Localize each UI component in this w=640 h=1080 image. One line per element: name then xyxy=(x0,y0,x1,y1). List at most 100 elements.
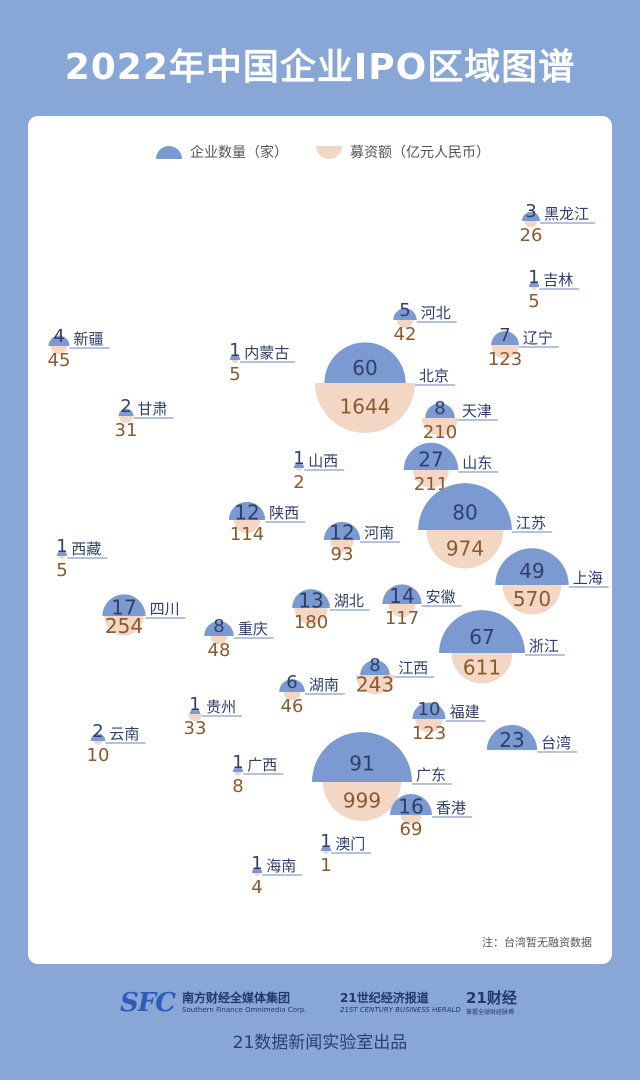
count-label: 2 xyxy=(120,396,131,417)
legend-count: 企业数量（家） xyxy=(156,142,288,162)
count-bubble xyxy=(48,335,70,346)
count-label: 12 xyxy=(329,521,354,545)
amount-bubble xyxy=(210,636,228,645)
region-name: 江苏 xyxy=(516,514,546,532)
amount-label: 570 xyxy=(513,587,551,611)
region-name: 澳门 xyxy=(335,835,365,853)
count-label: 8 xyxy=(369,655,380,676)
region-name: 辽宁 xyxy=(523,329,553,347)
amount-bubble xyxy=(294,608,328,625)
amount-bubble xyxy=(330,540,354,552)
amount-label: 5 xyxy=(56,560,67,581)
count-label: 5 xyxy=(399,300,410,321)
region-name: 新疆 xyxy=(73,330,103,348)
region-name: 西藏 xyxy=(71,540,101,558)
count-bubble xyxy=(279,679,305,692)
amount-label: 117 xyxy=(385,608,419,629)
c21-name: 21世纪经济报道 xyxy=(340,991,429,1005)
amount-label: 5 xyxy=(229,364,240,385)
f21-name: 21财经 xyxy=(466,989,517,1007)
count-bubble xyxy=(320,845,332,851)
amount-bubble xyxy=(413,470,449,488)
amount-label: 1644 xyxy=(340,395,391,419)
amount-label: 4 xyxy=(251,877,262,898)
region-海南: 1 4海南 xyxy=(251,853,303,898)
chart-panel xyxy=(28,116,612,964)
amount-bubble xyxy=(296,468,302,471)
amount-label: 2 xyxy=(293,472,304,493)
count-bubble xyxy=(118,408,134,416)
region-name: 河北 xyxy=(421,304,451,322)
count-label: 67 xyxy=(469,625,494,649)
amount-bubble xyxy=(50,346,68,355)
count-label: 49 xyxy=(519,559,544,583)
count-bubble xyxy=(382,584,422,604)
amount-label: 180 xyxy=(294,612,328,633)
region-name: 四川 xyxy=(150,600,180,618)
c21-en: 21ST CENTURY BUSINESS HERALD xyxy=(340,1006,461,1014)
count-bubble xyxy=(323,521,361,540)
region-江苏: 80 974 江苏 xyxy=(418,483,552,569)
footer-logos: SFC 南方财经全媒体集团 Southern Finance Omnimedia… xyxy=(0,986,640,1020)
region-湖南: 6 46 湖南 xyxy=(279,672,345,717)
count-label: 1 xyxy=(528,267,539,288)
amount-label: 254 xyxy=(105,614,143,638)
count-label: 12 xyxy=(234,501,259,525)
amount-label: 93 xyxy=(331,544,354,565)
count-bubble xyxy=(312,732,412,782)
count-bubble xyxy=(229,354,241,360)
count-label: 1 xyxy=(293,448,304,469)
count-bubble xyxy=(495,548,569,585)
amount-bubble xyxy=(104,616,144,636)
region-台湾: 23 台湾 xyxy=(486,724,578,753)
count-label: 7 xyxy=(499,325,510,346)
amount-label: 999 xyxy=(343,789,381,813)
amount-bubble xyxy=(415,719,443,733)
amount-bubble xyxy=(315,383,415,433)
amount-label: 123 xyxy=(488,349,522,370)
region-西藏: 1 5西藏 xyxy=(56,536,108,581)
region-name: 山西 xyxy=(308,452,338,470)
page-title: 2022年中国企业IPO区域图谱 xyxy=(64,47,576,88)
amount-label: 243 xyxy=(356,673,394,697)
region-甘肃: 2 31 甘肃 xyxy=(115,396,174,441)
count-bubble xyxy=(324,342,406,383)
amount-bubble xyxy=(426,530,504,569)
legend-count-label: 企业数量（家） xyxy=(190,145,288,161)
region-name: 贵州 xyxy=(206,698,236,716)
region-name: 江西 xyxy=(398,659,428,677)
region-山西: 1 2山西 xyxy=(293,448,345,493)
count-label: 60 xyxy=(352,356,377,380)
region-澳门: 1 1澳门 xyxy=(320,831,372,876)
count-bubble xyxy=(204,621,234,636)
amount-label: 31 xyxy=(115,420,138,441)
amount-bubble xyxy=(283,692,301,701)
region-name: 重庆 xyxy=(238,620,268,638)
count-label: 6 xyxy=(286,672,297,693)
legend-amount-label: 募资额（亿元人民币） xyxy=(350,145,490,161)
region-name: 云南 xyxy=(109,725,139,743)
region-贵州: 1 33 贵州 xyxy=(184,694,243,739)
amount-label: 123 xyxy=(412,723,446,744)
amount-bubble xyxy=(531,287,537,290)
region-天津: 8 210 天津 xyxy=(422,398,498,443)
amount-label: 48 xyxy=(208,640,231,661)
region-云南: 2 10 云南 xyxy=(87,721,146,766)
amount-bubble xyxy=(254,873,260,876)
count-bubble xyxy=(393,308,417,320)
count-label: 23 xyxy=(499,728,524,752)
region-吉林: 1 5吉林 xyxy=(528,267,580,312)
count-label: 1 xyxy=(189,694,200,715)
count-label: 16 xyxy=(398,795,423,819)
region-广西: 1 8广西 xyxy=(232,752,284,797)
count-bubble xyxy=(292,589,330,608)
footnote: 注：台湾暂无融资数据 xyxy=(482,936,592,949)
amount-bubble xyxy=(491,345,519,359)
legend: 企业数量（家） 募资额（亿元人民币） xyxy=(0,142,640,162)
amount-label: 46 xyxy=(281,696,304,717)
count-bubble xyxy=(412,702,446,719)
count-bubble xyxy=(491,331,519,345)
